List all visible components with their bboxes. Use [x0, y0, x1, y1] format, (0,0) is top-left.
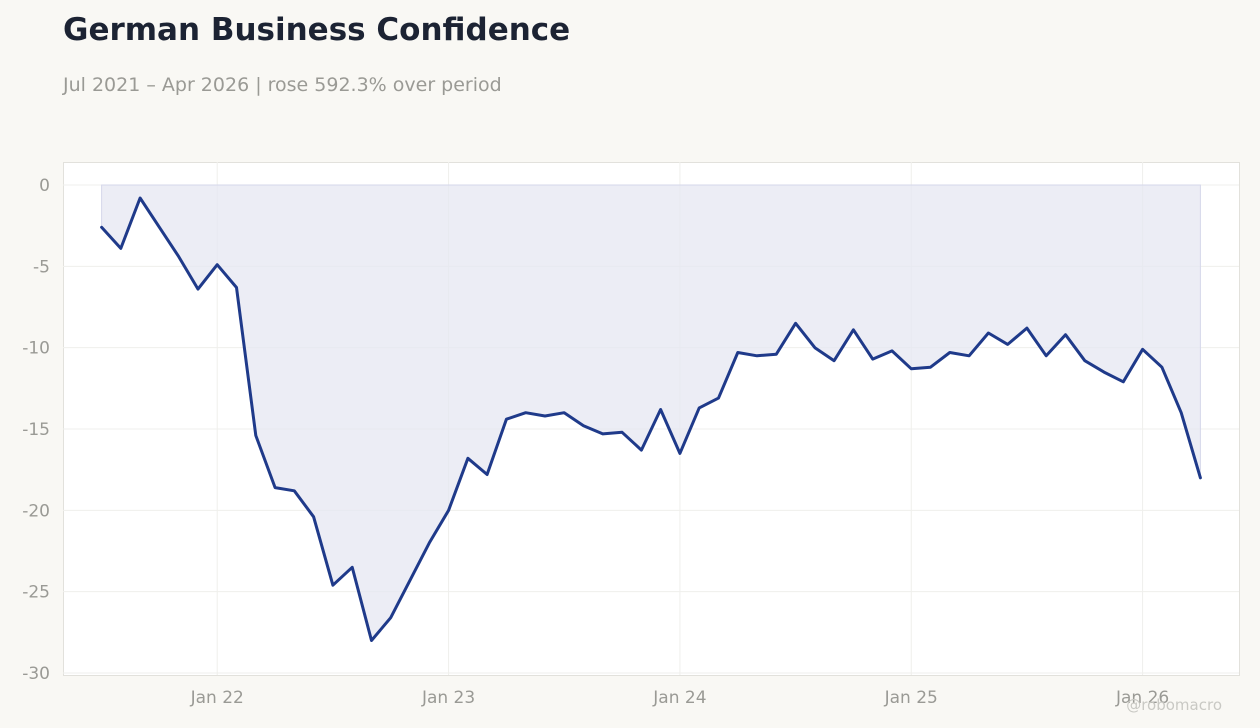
x-tick-label: Jan 22 [190, 688, 244, 708]
y-tick-label: -5 [33, 257, 50, 277]
y-tick-label: -20 [22, 501, 50, 521]
y-tick-label: -15 [22, 420, 50, 440]
x-axis-ticks: Jan 22 Jan 23 Jan 24 Jan 25 Jan 26 [190, 688, 1170, 708]
series-line [100, 196, 1202, 642]
x-tick-label: Jan 26 [1115, 688, 1169, 708]
y-tick-label: -25 [22, 583, 50, 603]
chart-title: German Business Confidence [63, 12, 571, 48]
y-tick-label: 0 [39, 176, 50, 196]
x-tick-label: Jan 24 [652, 688, 706, 708]
x-tick-label: Jan 23 [421, 688, 475, 708]
y-tick-label: -30 [22, 664, 50, 684]
x-tick-label: Jan 25 [884, 688, 938, 708]
watermark: @robomacro [1126, 696, 1222, 714]
y-axis-ticks: 0 -5 -10 -15 -20 -25 -30 [22, 176, 50, 684]
chart-subtitle: Jul 2021 – Apr 2026 | rose 592.3% over p… [63, 74, 502, 96]
y-tick-label: -10 [22, 339, 50, 359]
